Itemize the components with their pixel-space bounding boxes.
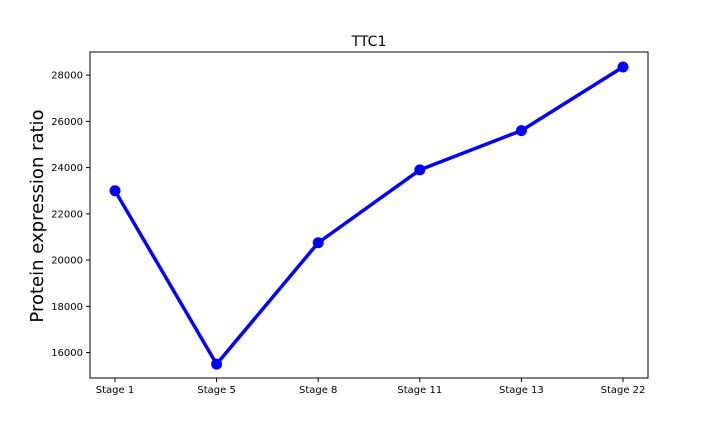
x-tick-label: Stage 11 bbox=[397, 385, 442, 396]
y-tick-label: 22000 bbox=[51, 209, 83, 220]
plot-frame bbox=[89, 51, 649, 379]
x-tick-label: Stage 22 bbox=[601, 385, 646, 396]
y-tick-label: 18000 bbox=[51, 302, 83, 313]
x-tick-label: Stage 5 bbox=[197, 385, 235, 396]
plot-area: 16000 18000 20000 22000 24000 26000 28000 Stage… bbox=[51, 51, 649, 396]
x-tick-label: Stage 13 bbox=[499, 385, 544, 396]
data-point bbox=[211, 358, 223, 370]
x-tick-label: Stage 8 bbox=[299, 385, 337, 396]
y-tick-label: 20000 bbox=[51, 256, 83, 267]
series-line bbox=[113, 65, 624, 366]
data-point bbox=[414, 164, 426, 176]
data-point bbox=[109, 185, 121, 197]
chart-title: TTC1 bbox=[351, 34, 387, 50]
x-tick-label: Stage 1 bbox=[96, 385, 134, 396]
y-tick-label: 28000 bbox=[51, 71, 83, 82]
y-tick-label: 16000 bbox=[51, 348, 83, 359]
data-point bbox=[312, 237, 324, 249]
data-point bbox=[515, 125, 527, 137]
data-point bbox=[617, 61, 629, 73]
y-tick-label: 26000 bbox=[51, 117, 83, 128]
y-axis-label: Protein expression ratio bbox=[27, 109, 48, 322]
y-tick-label: 24000 bbox=[51, 163, 83, 174]
